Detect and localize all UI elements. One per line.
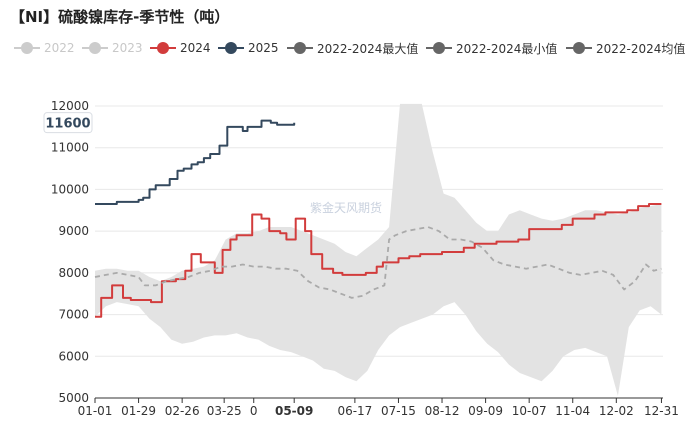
- legend-label: 2023: [112, 41, 143, 55]
- legend-label: 2025: [248, 41, 279, 55]
- x-tick-label: 09-09: [468, 404, 503, 418]
- axes: 5000 6000 7000 8000 9000 10000 11000 12000 01-01…: [51, 99, 679, 418]
- x-tick-label: 03-25: [207, 404, 242, 418]
- series-line-0: [95, 203, 662, 318]
- legend-swatch: [426, 42, 452, 54]
- x-tick-label: 01-29: [121, 404, 156, 418]
- range-band-area: [95, 103, 662, 396]
- legend-swatch: [566, 42, 592, 54]
- legend-label: 2022-2024最大值: [317, 41, 419, 56]
- x-tick-label: 12-02: [599, 404, 634, 418]
- legend-swatch: [82, 42, 108, 54]
- legend-item-3[interactable]: 2025: [218, 38, 279, 58]
- legend-item-2[interactable]: 2024: [150, 38, 211, 58]
- y-tick-label: 6000: [58, 349, 89, 363]
- legend-swatch: [14, 42, 40, 54]
- legend-label: 2022-2024均值: [596, 41, 686, 56]
- y-tick-label: 10000: [51, 182, 89, 196]
- legend-swatch: [150, 42, 176, 54]
- legend-swatch: [218, 42, 244, 54]
- y-tick-label: 9000: [58, 224, 89, 238]
- y-tick-label: 11000: [51, 141, 89, 155]
- legend-item-1[interactable]: 2023: [82, 38, 143, 58]
- y-tick-label: 8000: [58, 266, 89, 280]
- y-tick-label: 12000: [51, 99, 89, 113]
- series-lines: [94, 119, 662, 318]
- x-tick-label: 07-15: [381, 404, 416, 418]
- max-min-range-band: [95, 103, 662, 396]
- series-line-1: [95, 119, 296, 205]
- legend-item-4[interactable]: 2022-2024最大值: [287, 38, 418, 58]
- legend-label: 2022-2024最小值: [456, 41, 558, 56]
- x-tick-label: 06-17: [337, 404, 372, 418]
- pointer-label: 11600: [45, 117, 90, 132]
- legend-item-5[interactable]: 2022-2024最小值: [426, 38, 557, 58]
- x-tick-label: 12-31: [644, 404, 679, 418]
- y-tick-label: 5000: [58, 391, 89, 405]
- legend-label: 2024: [180, 41, 211, 55]
- x-tick-label: 05-09: [275, 404, 313, 418]
- x-tick-label: 10-07: [512, 404, 547, 418]
- legend-item-6[interactable]: 2022-2024均值: [566, 38, 685, 58]
- chart-legend: 2022 2023 2024 2025 2022-2024最大值 2022-2024最小值…: [0, 38, 700, 58]
- pointer-label-box: [43, 112, 93, 134]
- x-tick-label: 11-04: [555, 404, 590, 418]
- watermark: 紫金天风期货: [310, 200, 382, 215]
- x-tick-label: 0: [250, 404, 258, 418]
- y-tick-label: 7000: [58, 308, 89, 322]
- x-tick-label: 08-12: [425, 404, 460, 418]
- chart-title: 【NI】硫酸镍库存-季节性（吨）: [10, 8, 230, 26]
- legend-label: 2022: [44, 41, 75, 55]
- series-line-2: [94, 226, 662, 299]
- x-tick-label: 01-01: [78, 404, 113, 418]
- value-pointer: 11600: [43, 112, 93, 134]
- legend-item-0[interactable]: 2022: [14, 38, 75, 58]
- x-tick-label: 02-26: [165, 404, 200, 418]
- legend-swatch: [287, 42, 313, 54]
